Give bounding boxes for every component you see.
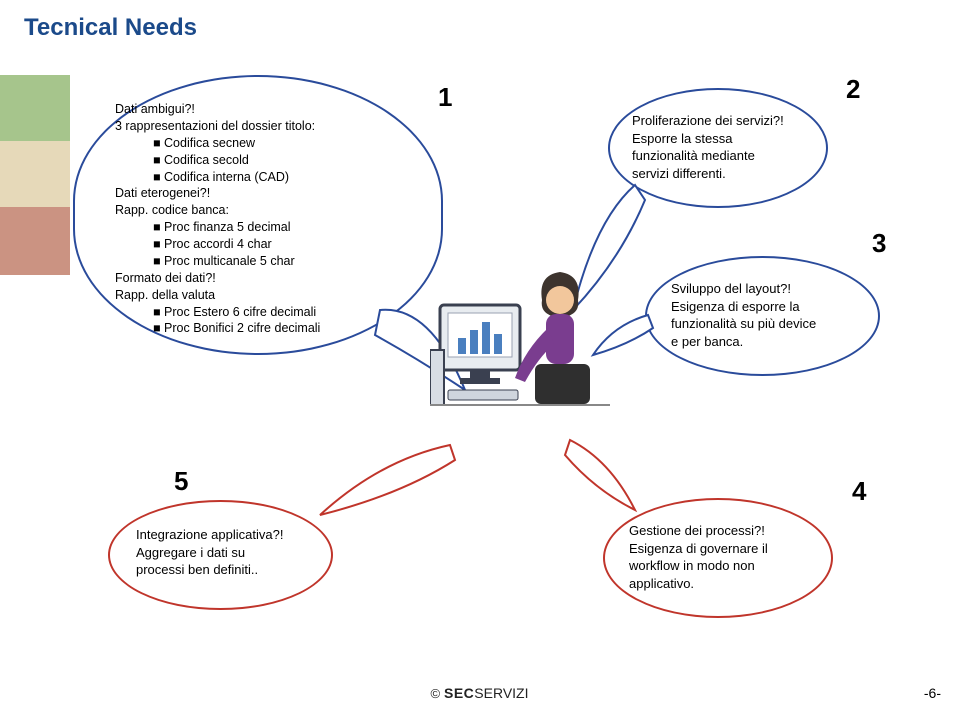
bubble-3-number: 3 (872, 228, 886, 259)
decorative-photo-strip (0, 75, 70, 275)
bubble-5-tail (310, 440, 460, 530)
bubble-1-number: 1 (438, 82, 452, 113)
person-at-computer-illustration (430, 250, 610, 430)
footer-brand-2: SERVIZI (474, 685, 528, 701)
page-title: Tecnical Needs (24, 14, 197, 42)
bubble-5-number: 5 (174, 466, 188, 497)
bubble-3: Sviluppo del layout?! Esigenza di esporr… (645, 256, 880, 376)
page-number: -6- (924, 685, 941, 701)
bubble-4-number: 4 (852, 476, 866, 507)
bubble-2-number: 2 (846, 74, 860, 105)
footer: © SECSERVIZI (0, 685, 959, 701)
footer-brand-1: SEC (444, 685, 474, 701)
bubble-4-tail (560, 430, 650, 520)
bubble-5: Integrazione applicativa?! Aggregare i d… (108, 500, 333, 610)
bubble-1-content: Dati ambigui?! 3 rappresentazioni del do… (115, 101, 405, 337)
copyright-symbol: © (431, 686, 441, 701)
